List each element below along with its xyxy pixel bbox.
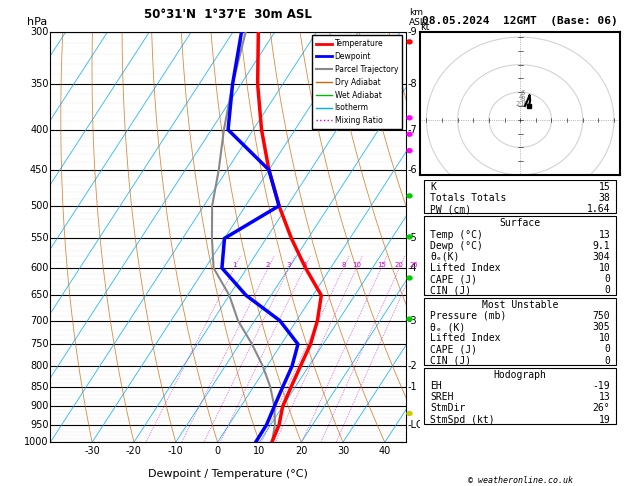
Text: 13: 13 <box>598 229 610 240</box>
Text: 26°: 26° <box>593 403 610 414</box>
Text: Dewpoint / Temperature (°C): Dewpoint / Temperature (°C) <box>148 469 308 479</box>
Text: 305: 305 <box>593 322 610 332</box>
Text: 850: 850 <box>30 382 48 392</box>
Text: 8: 8 <box>521 96 525 102</box>
Text: -3: -3 <box>408 315 417 326</box>
Text: kt: kt <box>420 21 430 32</box>
Text: 4: 4 <box>519 94 523 100</box>
Text: 15: 15 <box>598 182 610 192</box>
Text: Surface: Surface <box>499 218 541 228</box>
Text: Lifted Index: Lifted Index <box>430 263 501 273</box>
Text: 750: 750 <box>593 311 610 321</box>
Text: 10: 10 <box>253 446 265 456</box>
Text: 500: 500 <box>30 201 48 211</box>
Text: 400: 400 <box>30 125 48 135</box>
Text: 10: 10 <box>598 263 610 273</box>
Text: 0: 0 <box>604 274 610 284</box>
Text: 30: 30 <box>337 446 349 456</box>
Bar <box>424 298 616 365</box>
Text: StmDir: StmDir <box>430 403 465 414</box>
Text: 700: 700 <box>30 315 48 326</box>
Text: θₑ (K): θₑ (K) <box>430 322 465 332</box>
Text: PW (cm): PW (cm) <box>430 204 471 214</box>
Text: 900: 900 <box>30 401 48 411</box>
Text: 350: 350 <box>30 79 48 89</box>
Text: 6: 6 <box>520 90 525 96</box>
Text: 15: 15 <box>377 262 386 268</box>
Text: 0: 0 <box>604 345 610 354</box>
Text: 550: 550 <box>30 233 48 243</box>
Text: 19: 19 <box>598 415 610 425</box>
Text: -9: -9 <box>408 27 417 36</box>
Text: 304: 304 <box>593 252 610 262</box>
Text: hPa: hPa <box>27 17 47 28</box>
Text: EH: EH <box>430 381 442 391</box>
Text: -4: -4 <box>408 263 417 273</box>
Text: 750: 750 <box>30 339 48 349</box>
Text: 1000: 1000 <box>24 437 48 447</box>
Text: 10: 10 <box>352 262 361 268</box>
Text: 20: 20 <box>395 262 404 268</box>
Text: © weatheronline.co.uk: © weatheronline.co.uk <box>468 475 572 485</box>
Text: 13: 13 <box>598 392 610 402</box>
Text: CAPE (J): CAPE (J) <box>430 345 477 354</box>
Text: 10: 10 <box>598 333 610 343</box>
Text: 600: 600 <box>30 263 48 273</box>
Text: Hodograph: Hodograph <box>494 370 547 380</box>
Bar <box>424 368 616 424</box>
Text: 08.05.2024  12GMT  (Base: 06): 08.05.2024 12GMT (Base: 06) <box>422 16 618 26</box>
Text: 50°31'N  1°37'E  30m ASL: 50°31'N 1°37'E 30m ASL <box>144 8 312 21</box>
Text: CIN (J): CIN (J) <box>430 356 471 365</box>
Text: Dewp (°C): Dewp (°C) <box>430 241 483 251</box>
Text: -2: -2 <box>408 361 417 371</box>
Text: K: K <box>430 182 436 192</box>
Text: 0: 0 <box>604 356 610 365</box>
Text: SREH: SREH <box>430 392 454 402</box>
Text: Totals Totals: Totals Totals <box>430 193 506 203</box>
Text: 10: 10 <box>520 101 528 107</box>
Text: 1: 1 <box>232 262 237 268</box>
Text: -30: -30 <box>84 446 100 456</box>
Text: 650: 650 <box>30 290 48 300</box>
Text: -5: -5 <box>408 233 417 243</box>
Text: 20: 20 <box>295 446 308 456</box>
Text: 2: 2 <box>266 262 270 268</box>
Text: 950: 950 <box>30 420 48 430</box>
Text: 25: 25 <box>409 262 418 268</box>
Text: 3: 3 <box>287 262 291 268</box>
Text: -LCL: -LCL <box>408 420 429 430</box>
Text: 0: 0 <box>604 285 610 295</box>
Text: -1: -1 <box>408 382 417 392</box>
Text: km
ASL: km ASL <box>409 8 426 28</box>
Text: -7: -7 <box>408 125 417 135</box>
Text: 8: 8 <box>342 262 346 268</box>
Legend: Temperature, Dewpoint, Parcel Trajectory, Dry Adiabat, Wet Adiabat, Isotherm, Mi: Temperature, Dewpoint, Parcel Trajectory… <box>313 35 402 129</box>
Text: 1.64: 1.64 <box>587 204 610 214</box>
Text: θₑ(K): θₑ(K) <box>430 252 460 262</box>
Text: Most Unstable: Most Unstable <box>482 300 559 310</box>
Text: -10: -10 <box>168 446 184 456</box>
Text: 38: 38 <box>598 193 610 203</box>
Text: 300: 300 <box>30 27 48 36</box>
Text: -6: -6 <box>408 165 417 175</box>
Bar <box>424 216 616 295</box>
Text: 800: 800 <box>30 361 48 371</box>
Text: -19: -19 <box>593 381 610 391</box>
Text: -20: -20 <box>126 446 142 456</box>
Text: Temp (°C): Temp (°C) <box>430 229 483 240</box>
Text: Lifted Index: Lifted Index <box>430 333 501 343</box>
Text: 4: 4 <box>303 262 307 268</box>
Text: CAPE (J): CAPE (J) <box>430 274 477 284</box>
Text: 0: 0 <box>214 446 221 456</box>
Bar <box>424 180 616 213</box>
Text: 2: 2 <box>516 101 520 107</box>
Text: 9.1: 9.1 <box>593 241 610 251</box>
Text: Pressure (mb): Pressure (mb) <box>430 311 506 321</box>
Text: 450: 450 <box>30 165 48 175</box>
Text: CIN (J): CIN (J) <box>430 285 471 295</box>
Text: -8: -8 <box>408 79 417 89</box>
Text: 40: 40 <box>379 446 391 456</box>
Text: StmSpd (kt): StmSpd (kt) <box>430 415 495 425</box>
Text: Mixing Ratio (g/kg): Mixing Ratio (g/kg) <box>436 194 445 280</box>
